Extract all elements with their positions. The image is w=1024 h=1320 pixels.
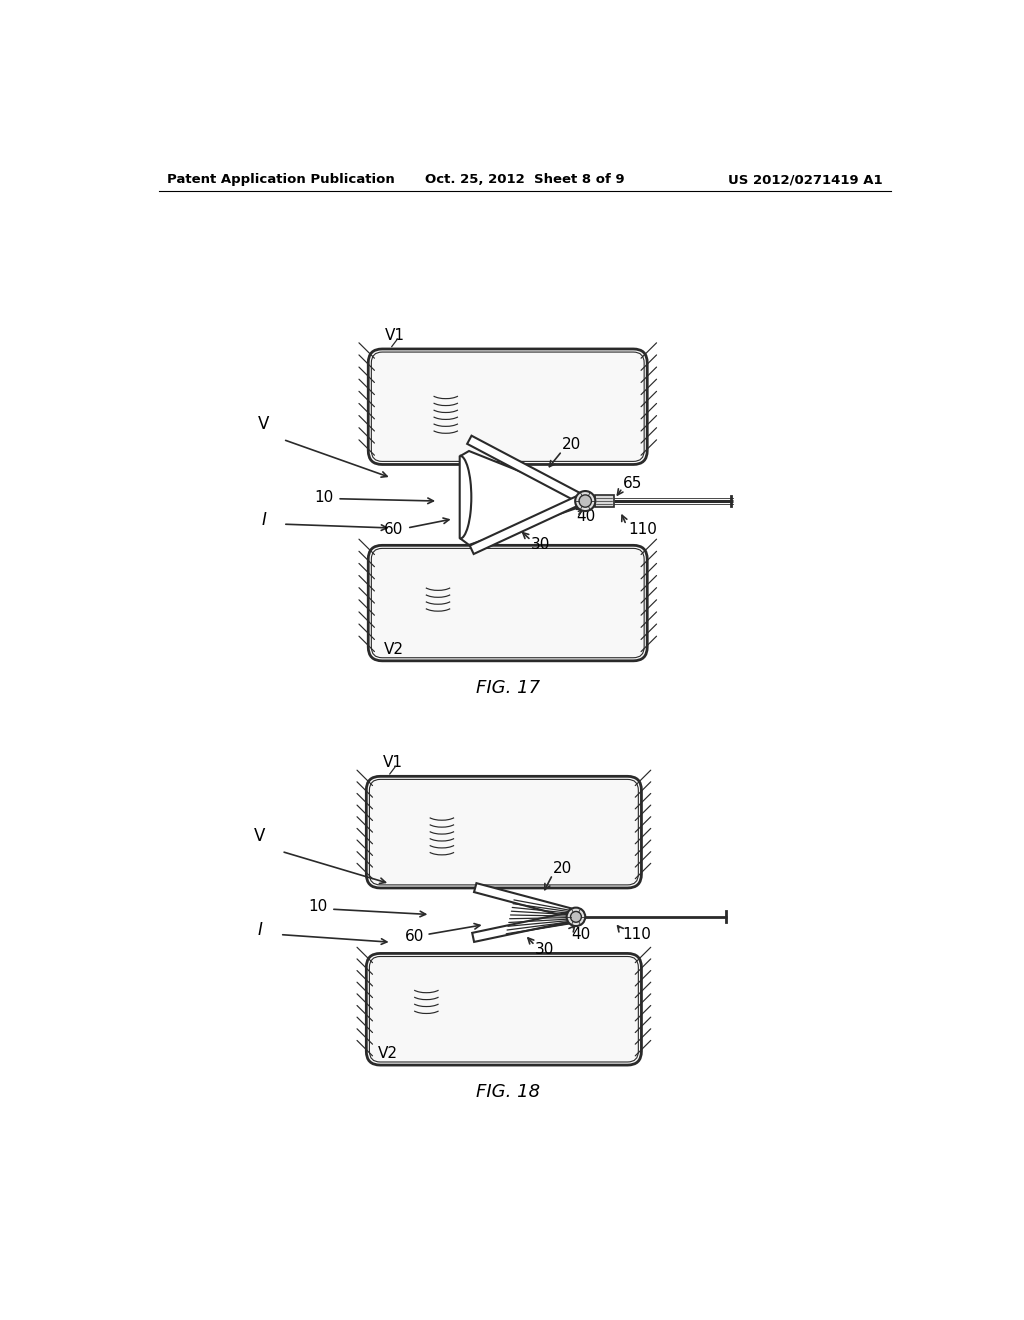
Text: V1: V1 [383,755,403,770]
Text: 40: 40 [571,927,591,942]
Circle shape [570,911,582,923]
FancyBboxPatch shape [369,545,647,661]
Text: 110: 110 [628,521,656,537]
Text: 10: 10 [308,899,328,915]
Text: 20: 20 [553,861,572,876]
Text: 110: 110 [623,927,651,942]
FancyBboxPatch shape [369,348,647,465]
Text: 60: 60 [384,521,403,537]
Circle shape [575,491,595,511]
Text: V1: V1 [385,327,406,343]
Text: V: V [254,828,265,845]
Text: 20: 20 [562,437,582,453]
Text: V: V [258,414,269,433]
Polygon shape [470,495,583,554]
Polygon shape [474,883,573,917]
Polygon shape [460,451,579,545]
Text: Patent Application Publication: Patent Application Publication [167,173,394,186]
Text: V2: V2 [378,1045,398,1061]
FancyBboxPatch shape [367,776,641,888]
Polygon shape [467,436,585,503]
Bar [595,495,614,507]
Polygon shape [472,912,572,942]
Text: FIG. 17: FIG. 17 [476,678,540,697]
Text: US 2012/0271419 A1: US 2012/0271419 A1 [728,173,883,186]
Text: I: I [257,921,262,939]
Text: 60: 60 [404,928,424,944]
FancyBboxPatch shape [367,953,641,1065]
Text: FIG. 18: FIG. 18 [476,1082,540,1101]
Text: 30: 30 [535,942,554,957]
Text: 40: 40 [575,510,595,524]
Text: 30: 30 [531,537,550,553]
Text: I: I [261,511,266,529]
Circle shape [566,908,586,927]
Text: 10: 10 [314,490,334,504]
Text: V2: V2 [384,642,403,657]
Circle shape [579,495,592,507]
Text: 65: 65 [623,475,642,491]
Text: Oct. 25, 2012  Sheet 8 of 9: Oct. 25, 2012 Sheet 8 of 9 [425,173,625,186]
